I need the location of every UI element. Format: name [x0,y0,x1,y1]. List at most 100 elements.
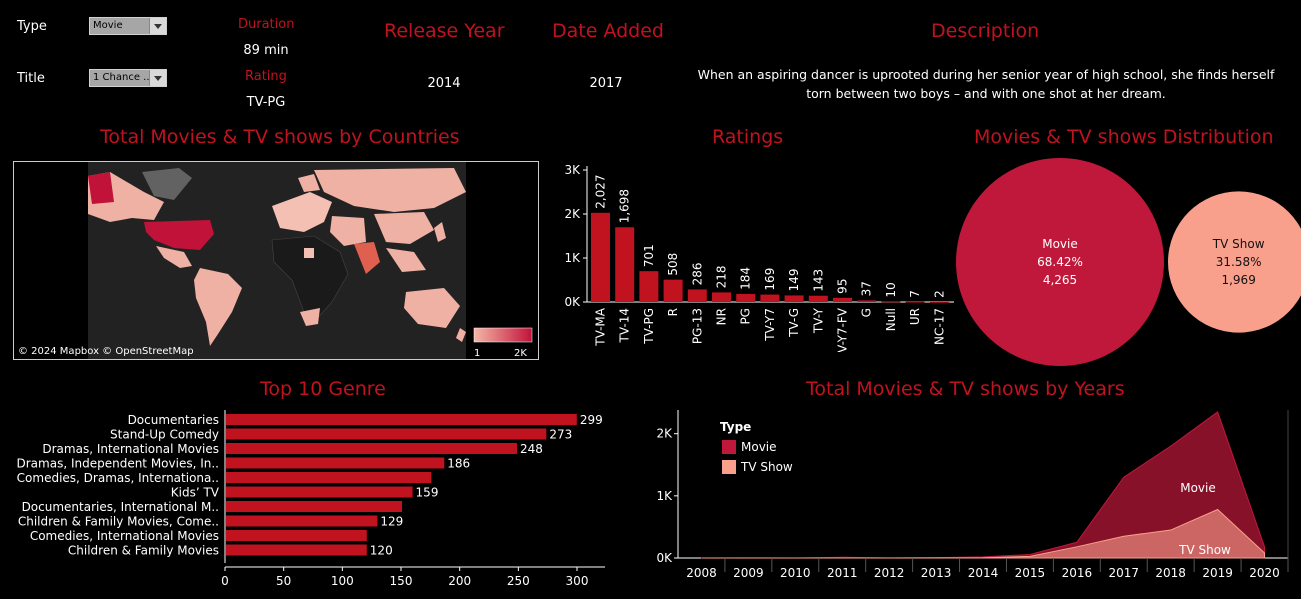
years-xtick-label: 2014 [968,566,999,580]
years-tvshow-annotation: TV Show [1178,543,1231,557]
genre-category-label: Dramas, International Movies [42,442,219,456]
chevron-down-icon[interactable] [149,70,166,86]
description-title: Description [931,20,1040,42]
ratings-category-label: G [860,308,874,317]
ratings-data-label: 143 [811,269,825,292]
genre-xtick-label: 0 [221,574,229,588]
distribution-bubble [956,158,1164,366]
ratings-bar [905,301,925,303]
genre-bar [226,515,378,527]
genre-bar [226,443,517,454]
date-added-title: Date Added [552,20,664,42]
years-xtick-label: 2016 [1062,566,1093,580]
ratings-data-label: 701 [642,244,656,267]
years-legend-label: TV Show [740,460,793,474]
ratings-data-label: 218 [715,266,729,289]
world-map[interactable]: © 2024 Mapbox © OpenStreetMap 1 2K [13,161,539,360]
years-xtick-label: 2011 [827,566,858,580]
genre-bar [226,472,432,483]
chevron-down-icon[interactable] [149,18,166,34]
title-label: Title [17,71,45,86]
alaska-shape [88,172,114,204]
years-movie-annotation: Movie [1180,481,1216,495]
ratings-category-label: PG [739,308,753,325]
map-title: Total Movies & TV shows by Countries [100,126,460,148]
ratings-ytick-label: 3K [564,163,581,177]
ratings-data-label: 95 [836,279,850,294]
map-attribution[interactable]: © 2024 Mapbox © OpenStreetMap [18,346,194,357]
genre-data-label: 186 [447,457,470,471]
genre-xtick-label: 200 [448,574,471,588]
distribution-count-label: 1,969 [1221,273,1255,287]
map-legend-max: 2K [514,348,527,359]
distribution-name-label: TV Show [1212,237,1265,251]
genre-category-label: Comedies, International Movies [30,529,219,543]
genre-data-label: 273 [549,428,572,442]
china-shape [374,212,434,244]
years-xtick-label: 2010 [780,566,811,580]
ratings-category-label: PG-13 [690,308,704,344]
type-dropdown-value: Movie [93,20,123,31]
ratings-bar [615,227,635,302]
distribution-name-label: Movie [1042,237,1078,251]
ratings-data-label: 2 [932,290,946,298]
middle-east-shape [330,216,366,246]
years-chart: 0K 1K 2K 2008 2009 2010 2011 2012 2013 2014 2015 20… [656,410,1289,580]
years-xtick-label: 2013 [921,566,952,580]
genre-bar [226,501,402,512]
greenland-shape [142,168,192,200]
ratings-bar [687,289,707,302]
south-america-shape [194,268,242,346]
ratings-ytick-label: 1K [564,251,581,265]
genre-bar [226,457,445,469]
distribution-count-label: 4,265 [1043,273,1077,287]
title-dropdown[interactable]: 1 Chance ... [89,69,167,87]
years-xtick-label: 2015 [1015,566,1046,580]
years-xtick-label: 2012 [874,566,905,580]
map-right-edge [466,162,538,359]
ratings-bar [929,301,949,303]
genre-category-label: Children & Family Movies, Come.. [18,515,219,529]
type-label: Type [17,19,47,34]
ratings-ytick-label: 0K [564,295,581,309]
rating-label: Rating [245,69,287,84]
years-xtick-label: 2008 [686,566,717,580]
genre-xtick-label: 250 [507,574,530,588]
release-year-value: 2014 [427,76,461,91]
ratings-bar [663,279,683,302]
ratings-data-label: 1,698 [618,189,632,223]
mexico-shape [156,246,192,268]
scandinavia-shape [298,174,320,192]
years-xtick-label: 2019 [1202,566,1233,580]
map-legend-bar [473,327,533,343]
years-title: Total Movies & TV shows by Years [806,378,1125,400]
ratings-category-label: TV-Y7 [763,308,777,342]
egypt-shape [304,248,314,258]
usa-shape [144,220,214,250]
genre-xtick-label: 300 [566,574,589,588]
map-legend-min: 1 [474,348,481,359]
genre-category-label: Documentaries [128,413,219,427]
distribution-percent-label: 31.58% [1216,255,1262,269]
ratings-chart: 0K 1K 2K 3K 2,027 TV-MA 1,698 TV-14 701 TV-PG 508 R… [564,163,954,352]
ratings-data-label: 7 [908,290,922,298]
ratings-bar [808,295,828,302]
ratings-data-label: 286 [690,263,704,286]
ratings-bar [591,212,610,302]
africa-shape [271,235,349,323]
description-text: When an aspiring dancer is uprooted duri… [697,67,1275,101]
map-left-edge [14,162,88,359]
genre-category-label: Comedies, Dramas, Internationa.. [17,471,219,485]
india-shape [354,242,380,274]
type-dropdown[interactable]: Movie [89,17,167,35]
ratings-bar [857,300,877,302]
ratings-data-label: 149 [787,269,801,292]
genre-data-label: 248 [520,442,543,456]
ratings-bar [712,292,731,302]
ratings-category-label: UR [908,308,922,325]
years-xtick-label: 2020 [1249,566,1280,580]
ratings-data-label: 2,027 [594,174,608,208]
ratings-data-label: 37 [860,281,874,296]
genre-data-label: 159 [416,486,439,500]
distribution-bubble [1168,191,1301,333]
